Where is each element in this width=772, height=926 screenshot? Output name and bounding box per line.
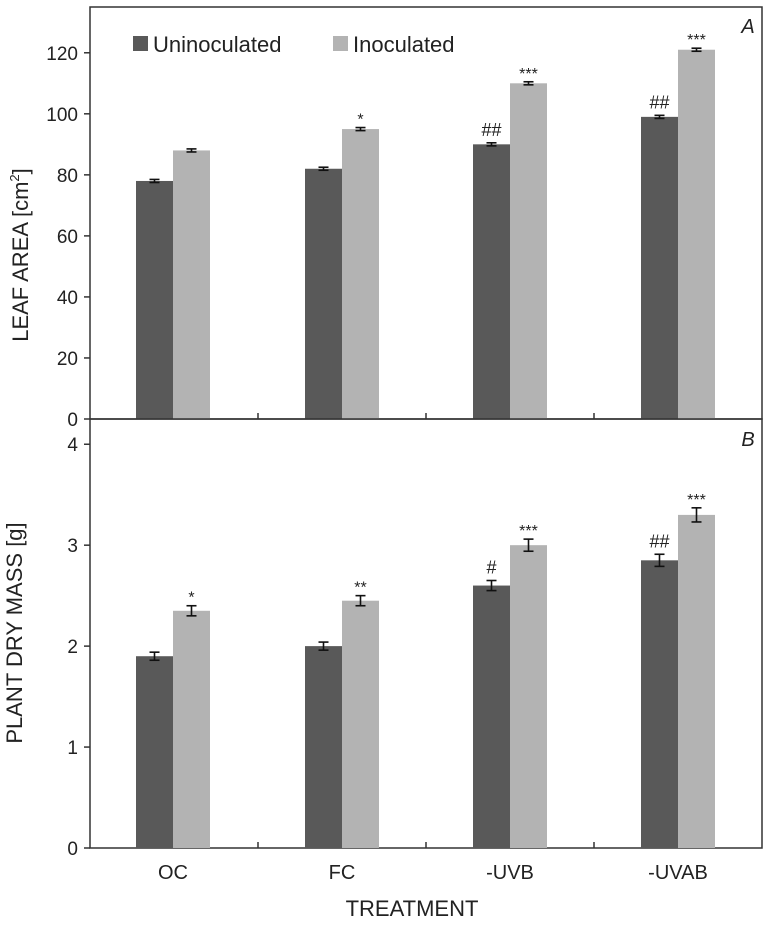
significance-label: ***: [519, 66, 538, 83]
y-tick-label: 20: [57, 349, 78, 370]
y-tick-label: 4: [67, 435, 78, 456]
bar-uninoculated-uvab: [641, 116, 678, 419]
panel-a-y-axis-label: LEAF AREA [cm2]: [7, 168, 33, 342]
bar-inoculated-oc: [173, 150, 210, 419]
x-tick-label: OC: [158, 862, 188, 884]
bar-uninoculated-fc: [305, 168, 342, 419]
bar-inoculated-oc: [173, 610, 210, 848]
legend-label-inoculated: Inoculated: [353, 32, 455, 57]
bar-uninoculated-uvab: [641, 560, 678, 848]
bar-uninoculated-oc: [136, 656, 173, 848]
bar-inoculated-fc: [342, 129, 379, 419]
panel-b-y-axis-label: PLANT DRY MASS [g]: [2, 522, 27, 743]
y-tick-label: 1: [67, 738, 78, 759]
legend-swatch-uninoculated: [133, 36, 148, 51]
panel-b-label: B: [741, 429, 754, 451]
bar-inoculated-uvb: [510, 83, 547, 419]
y-tick-label: 60: [57, 227, 78, 248]
significance-label: #: [486, 558, 496, 578]
x-tick-label: -UVB: [486, 862, 534, 884]
panel-a-label: A: [740, 16, 754, 38]
legend-swatch-inoculated: [333, 36, 348, 51]
bar-uninoculated-oc: [136, 180, 173, 419]
y-tick-label: 0: [67, 410, 78, 431]
significance-label: **: [354, 580, 366, 597]
bar-uninoculated-uvb: [473, 144, 510, 420]
panel-b: B PLANT DRY MASS [g] TREATMENT 0 1 2 3 4 * OC *…: [2, 418, 763, 921]
y-tick-label: 3: [67, 536, 78, 557]
significance-label: ***: [687, 492, 706, 509]
legend: Uninoculated Inoculated: [133, 32, 455, 57]
y-tick-label: 40: [57, 288, 78, 309]
x-tick-label: FC: [329, 862, 356, 884]
bar-uninoculated-fc: [305, 646, 342, 848]
significance-label: ##: [649, 531, 669, 551]
bar-inoculated-uvab: [678, 514, 715, 848]
significance-label: *: [188, 590, 194, 607]
y-tick-label: 100: [46, 105, 78, 126]
y-tick-label: 80: [57, 166, 78, 187]
y-tick-label: 120: [46, 44, 78, 65]
significance-label: ##: [649, 92, 669, 112]
x-axis-label: TREATMENT: [346, 896, 479, 921]
y-tick-label: 0: [67, 839, 78, 860]
bar-inoculated-fc: [342, 600, 379, 848]
bar-uninoculated-uvb: [473, 585, 510, 848]
significance-label: ***: [687, 32, 706, 49]
bar-inoculated-uvb: [510, 545, 547, 848]
legend-label-uninoculated: Uninoculated: [153, 32, 281, 57]
significance-label: ##: [481, 120, 501, 140]
y-tick-label: 2: [67, 637, 78, 658]
significance-label: ***: [519, 523, 538, 540]
panel-a: A LEAF AREA [cm2] Uninoculated Inoculate…: [7, 6, 763, 431]
x-tick-label: -UVAB: [648, 862, 708, 884]
significance-label: *: [357, 112, 363, 129]
bar-inoculated-uvab: [678, 49, 715, 420]
